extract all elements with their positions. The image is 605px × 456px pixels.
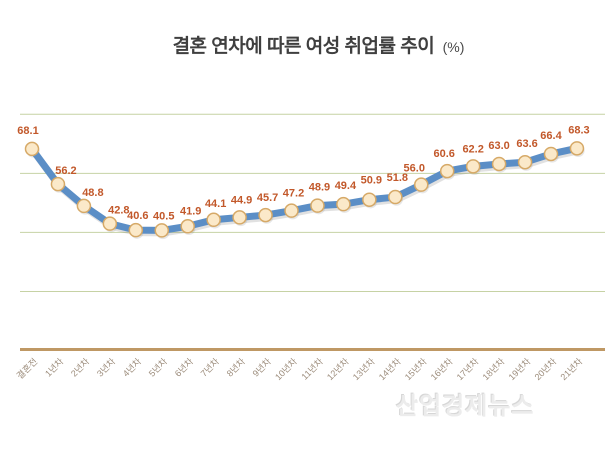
chart-title: 결혼 연차에 따른 여성 취업률 추이 (%) <box>16 31 605 59</box>
data-point <box>569 141 585 156</box>
data-label: 48.9 <box>309 182 330 194</box>
data-label: 44.9 <box>231 194 252 206</box>
data-point <box>76 198 92 214</box>
data-point <box>310 198 325 213</box>
data-label: 44.1 <box>205 198 226 210</box>
x-axis-label: 4년차 <box>120 355 144 379</box>
x-axis-label: 2년차 <box>68 355 92 379</box>
x-axis-label: 6년차 <box>172 355 196 379</box>
x-axis-label: 15년차 <box>402 355 429 382</box>
data-point <box>180 219 195 234</box>
data-label: 60.6 <box>433 148 454 160</box>
x-axis-label: 17년차 <box>454 355 481 382</box>
data-point <box>439 163 455 179</box>
x-axis-label: 16년차 <box>428 355 455 382</box>
data-point <box>102 216 118 231</box>
data-point <box>362 192 377 207</box>
data-label: 66.4 <box>540 130 562 142</box>
data-point <box>154 223 169 238</box>
data-label: 51.8 <box>387 172 408 184</box>
data-label: 45.7 <box>257 192 278 204</box>
data-label: 41.9 <box>180 205 201 217</box>
data-label: 48.8 <box>82 187 103 199</box>
data-point <box>284 203 299 218</box>
data-point <box>232 210 247 225</box>
data-point <box>50 176 66 192</box>
x-axis-label: 12년차 <box>324 355 351 382</box>
x-axis-label: 결혼전 <box>14 356 39 381</box>
data-point <box>24 141 40 157</box>
data-label: 50.9 <box>361 175 382 187</box>
x-axis-label: 14년차 <box>376 355 403 382</box>
data-point <box>206 212 221 228</box>
x-axis-label: 13년차 <box>350 355 377 382</box>
x-axis-label: 1년차 <box>42 355 66 379</box>
data-label: 68.3 <box>568 124 589 136</box>
chart-title-unit: (%) <box>442 39 465 55</box>
x-axis-label: 20년차 <box>532 355 559 382</box>
x-axis-label: 8년차 <box>224 355 248 379</box>
data-point <box>258 207 273 223</box>
data-label: 63.6 <box>516 138 537 150</box>
data-label: 62.2 <box>462 143 483 155</box>
data-label: 49.4 <box>335 180 357 192</box>
x-axis-label: 19년차 <box>506 355 533 382</box>
data-label: 40.6 <box>127 210 148 222</box>
data-point <box>491 156 507 172</box>
data-point <box>414 177 429 192</box>
data-label: 40.5 <box>153 210 174 222</box>
data-point <box>388 189 403 205</box>
x-axis-label: 18년차 <box>480 355 507 382</box>
x-axis-label: 7년차 <box>198 355 222 379</box>
data-label: 42.8 <box>108 205 129 217</box>
data-point <box>543 146 559 162</box>
chart-title-text: 결혼 연차에 따른 여성 취업률 추이 <box>172 36 435 57</box>
data-label: 63.0 <box>488 140 509 152</box>
data-point <box>517 154 533 170</box>
watermark-text: 산업경제뉴스 <box>396 393 535 420</box>
series-line <box>28 144 581 234</box>
x-axis-label: 9년차 <box>250 355 274 379</box>
x-axis-label: 3년차 <box>94 355 118 379</box>
data-point <box>128 222 144 238</box>
x-axis-label: 10년차 <box>272 355 299 382</box>
data-label: 47.2 <box>283 188 304 200</box>
x-axis-label: 21년차 <box>558 355 585 382</box>
x-axis-label: 11년차 <box>299 355 326 382</box>
data-point <box>465 159 481 174</box>
data-point <box>336 196 351 212</box>
data-label: 68.1 <box>17 125 38 137</box>
data-label: 56.2 <box>55 165 76 177</box>
x-axis-label: 5년차 <box>146 355 170 379</box>
data-label: 56.0 <box>404 163 425 175</box>
